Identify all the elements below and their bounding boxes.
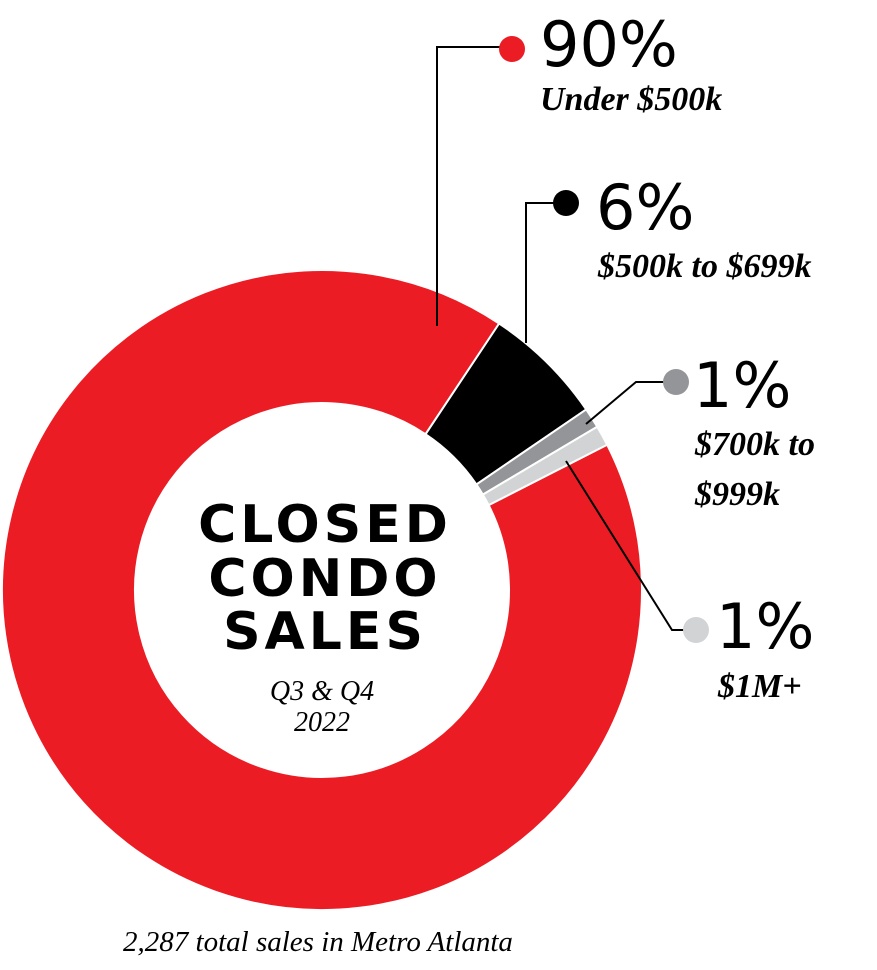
- leader-line-500k-to-699k: [525, 202, 566, 343]
- slice-under-500k: [1, 269, 643, 911]
- chart-subtitle-line1: Q3 & Q4: [270, 676, 374, 707]
- percent-1m-plus: 1%: [716, 590, 814, 663]
- footnote-total-sales: 2,287 total sales in Metro Atlanta: [123, 926, 513, 958]
- chart-title-line2: CONDO: [208, 549, 441, 609]
- legend-dot-500k-to-699k: [553, 190, 579, 216]
- chart-subtitle-line2: 2022: [294, 707, 350, 738]
- legend-dot-700k-to-999k: [663, 369, 689, 395]
- label-under-500k: Under $500k: [540, 81, 722, 118]
- slice-1m-plus: [481, 425, 609, 507]
- chart-title-line3: SALES: [223, 602, 427, 662]
- donut-slices: [1, 269, 643, 911]
- percent-700k-to-999k: 1%: [693, 349, 791, 422]
- label-700k-to-999k-line1: $700k to: [694, 426, 815, 463]
- label-500k-to-699k: $500k to $699k: [597, 248, 811, 285]
- chart-title-line1: CLOSED: [198, 495, 452, 555]
- leader-line-under-500k: [436, 46, 512, 326]
- label-700k-to-999k-line2: $999k: [694, 476, 780, 513]
- legend-dot-1m-plus: [683, 617, 709, 643]
- percent-under-500k: 90%: [540, 8, 678, 81]
- leader-line-700k-to-999k: [585, 381, 676, 425]
- label-1m-plus: $1M+: [717, 668, 802, 705]
- percent-500k-to-699k: 6%: [596, 171, 694, 244]
- legend-dot-under-500k: [499, 36, 525, 62]
